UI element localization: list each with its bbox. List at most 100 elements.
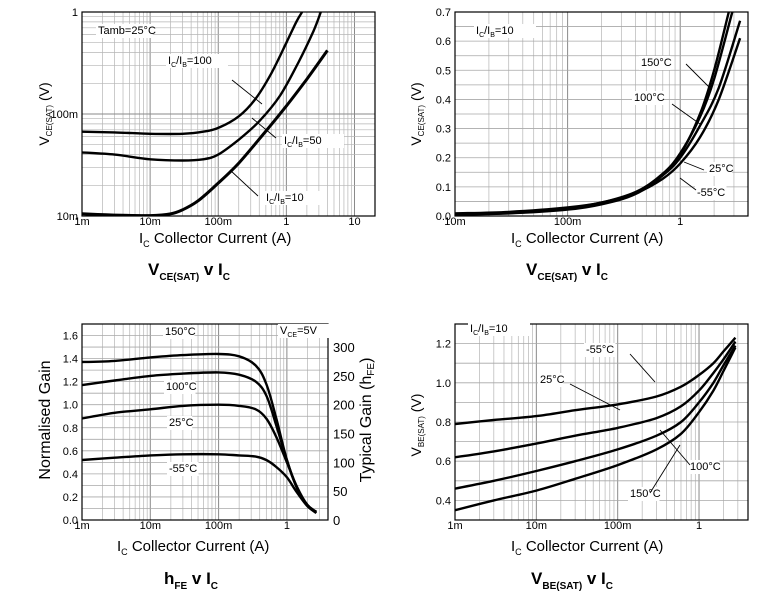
series-line-150-C — [82, 352, 318, 513]
x-tick-label: 100m — [554, 216, 582, 228]
annotation-label: IC/IB=50 — [284, 135, 322, 149]
y2-tick-label: 150 — [333, 427, 355, 442]
y2-tick-label: 50 — [333, 484, 347, 499]
plot-frame — [454, 11, 749, 217]
annotation-bg — [164, 380, 196, 394]
series-line-25-C — [455, 20, 742, 216]
y-tick-label: 0.1 — [436, 182, 451, 194]
series-line--55-C — [455, 37, 742, 215]
y-tick-label: 0.0 — [63, 515, 78, 527]
leader-line — [685, 63, 711, 89]
x-tick-label: 100m — [204, 216, 232, 228]
annotation-label: 150°C — [641, 57, 672, 69]
leader-line — [659, 429, 691, 466]
x-axis-label: IC Collector Current (A) — [511, 230, 663, 249]
y2-tick-label: 100 — [333, 455, 355, 470]
y-tick-label: 0.6 — [436, 36, 451, 48]
x-tick-label: 1m — [74, 520, 89, 532]
series-line-25-C — [455, 340, 737, 459]
plot-frame — [81, 323, 329, 521]
leader-line — [569, 383, 621, 411]
annotation-bg — [96, 24, 153, 38]
y-tick-label: 100m — [50, 109, 78, 121]
y-tick-label: 0.4 — [63, 469, 78, 481]
x-tick-label: 100m — [604, 520, 632, 532]
annotation-label: IC/IB=10 — [266, 192, 304, 206]
chart-title: VCE(SAT) v IC — [148, 260, 230, 283]
y-axis-label: VCE(SAT) (V) — [408, 82, 426, 145]
chart-vce_lin: 10m 100m 1 0.0 0.1 0.2 0.3 0.4 0.5 0.6 0.7 IC Colle… — [408, 7, 749, 283]
grid — [81, 12, 376, 217]
annotation-leaders — [229, 63, 711, 494]
x-tick-label: 100m — [205, 520, 233, 532]
x-tick-label: 1 — [696, 520, 702, 532]
x-tick-label: 1 — [677, 216, 683, 228]
grid — [454, 11, 749, 217]
annotation-label: 25°C — [709, 163, 734, 175]
chart-vbe: 1m 10m 100m 1 0.4 0.6 0.8 1.0 1.2 IC Collector Cu… — [408, 322, 749, 592]
leader-line — [679, 177, 697, 191]
annotation-bg — [166, 54, 228, 68]
annotation-label: -55°C — [586, 344, 614, 356]
y-tick-label: 0.6 — [436, 456, 451, 468]
series-line--55-C — [455, 336, 737, 426]
series-line-100-C — [455, 12, 734, 216]
leader-line — [683, 161, 705, 171]
annotation-label: -55°C — [697, 187, 725, 199]
y-tick-label: 1 — [72, 7, 78, 19]
annotation-label: 150°C — [630, 488, 661, 500]
y-tick-label: 1.6 — [63, 331, 78, 343]
x-axis-label: IC Collector Current (A) — [511, 538, 663, 557]
y2-axis-label: Typical Gain (hFE) — [358, 358, 377, 483]
y-tick-label: 0.2 — [436, 153, 451, 165]
x-tick-label: 1 — [284, 520, 290, 532]
leader-line — [231, 79, 263, 105]
y-axis-label: VCE(SAT) (V) — [36, 82, 54, 145]
series-line--55-C — [82, 452, 318, 515]
chart-title: hFE v IC — [164, 569, 218, 592]
annotation-label: 150°C — [165, 326, 196, 338]
chart-hfe: 1m 10m 100m 1 0.0 0.2 0.4 0.6 0.8 1.0 1.2 1.4 1.6 0 50… — [37, 323, 377, 592]
annotation-bg — [167, 462, 199, 476]
annotation-label: VCE=5V — [280, 325, 318, 339]
x-axis-label: IC Collector Current (A) — [139, 230, 291, 249]
x-tick-label: 1m — [74, 216, 89, 228]
x-tick-label: 1 — [283, 216, 289, 228]
annotation-bg — [695, 186, 727, 200]
annotation-label: IC/IB=10 — [470, 323, 508, 337]
annotation-bg — [632, 91, 664, 105]
series-line-100-C — [455, 344, 737, 490]
y2-tick-label: 0 — [333, 513, 340, 528]
annotation-bg — [639, 56, 671, 70]
y-axis-label: Normalised Gain — [37, 360, 54, 479]
leader-line — [629, 353, 656, 383]
x-tick-label: 10m — [140, 520, 161, 532]
x-axis-label: IC Collector Current (A) — [117, 538, 269, 557]
annotation-bg — [688, 460, 720, 474]
x-tick-label: 1m — [447, 520, 462, 532]
x-tick-label: 10m — [444, 216, 465, 228]
y2-tick-label: 200 — [333, 398, 355, 413]
y-tick-label: 0.3 — [436, 124, 451, 136]
series-line-IC-IB-50 — [82, 12, 322, 162]
y-tick-label: 1.0 — [63, 400, 78, 412]
y-tick-label: 1.2 — [436, 339, 451, 351]
y-tick-label: 1.0 — [436, 378, 451, 390]
leader-line — [229, 169, 259, 197]
y-tick-label: 10m — [57, 211, 78, 223]
y-tick-label: 1.4 — [63, 354, 78, 366]
y-axis-label: VBE(SAT) (V) — [408, 394, 426, 457]
annotation-label: 25°C — [540, 374, 565, 386]
y-tick-label: 0.2 — [63, 492, 78, 504]
plot-frame — [454, 323, 749, 521]
annotation-bg — [474, 24, 536, 38]
leader-line — [671, 103, 701, 125]
annotation-bg — [538, 373, 564, 387]
y-tick-label: 0.4 — [436, 495, 451, 507]
series-line-IC-IB-10 — [82, 49, 329, 216]
annotation-bg — [584, 343, 616, 357]
y-tick-label: 1.2 — [63, 377, 78, 389]
annotation-bg — [278, 324, 340, 338]
